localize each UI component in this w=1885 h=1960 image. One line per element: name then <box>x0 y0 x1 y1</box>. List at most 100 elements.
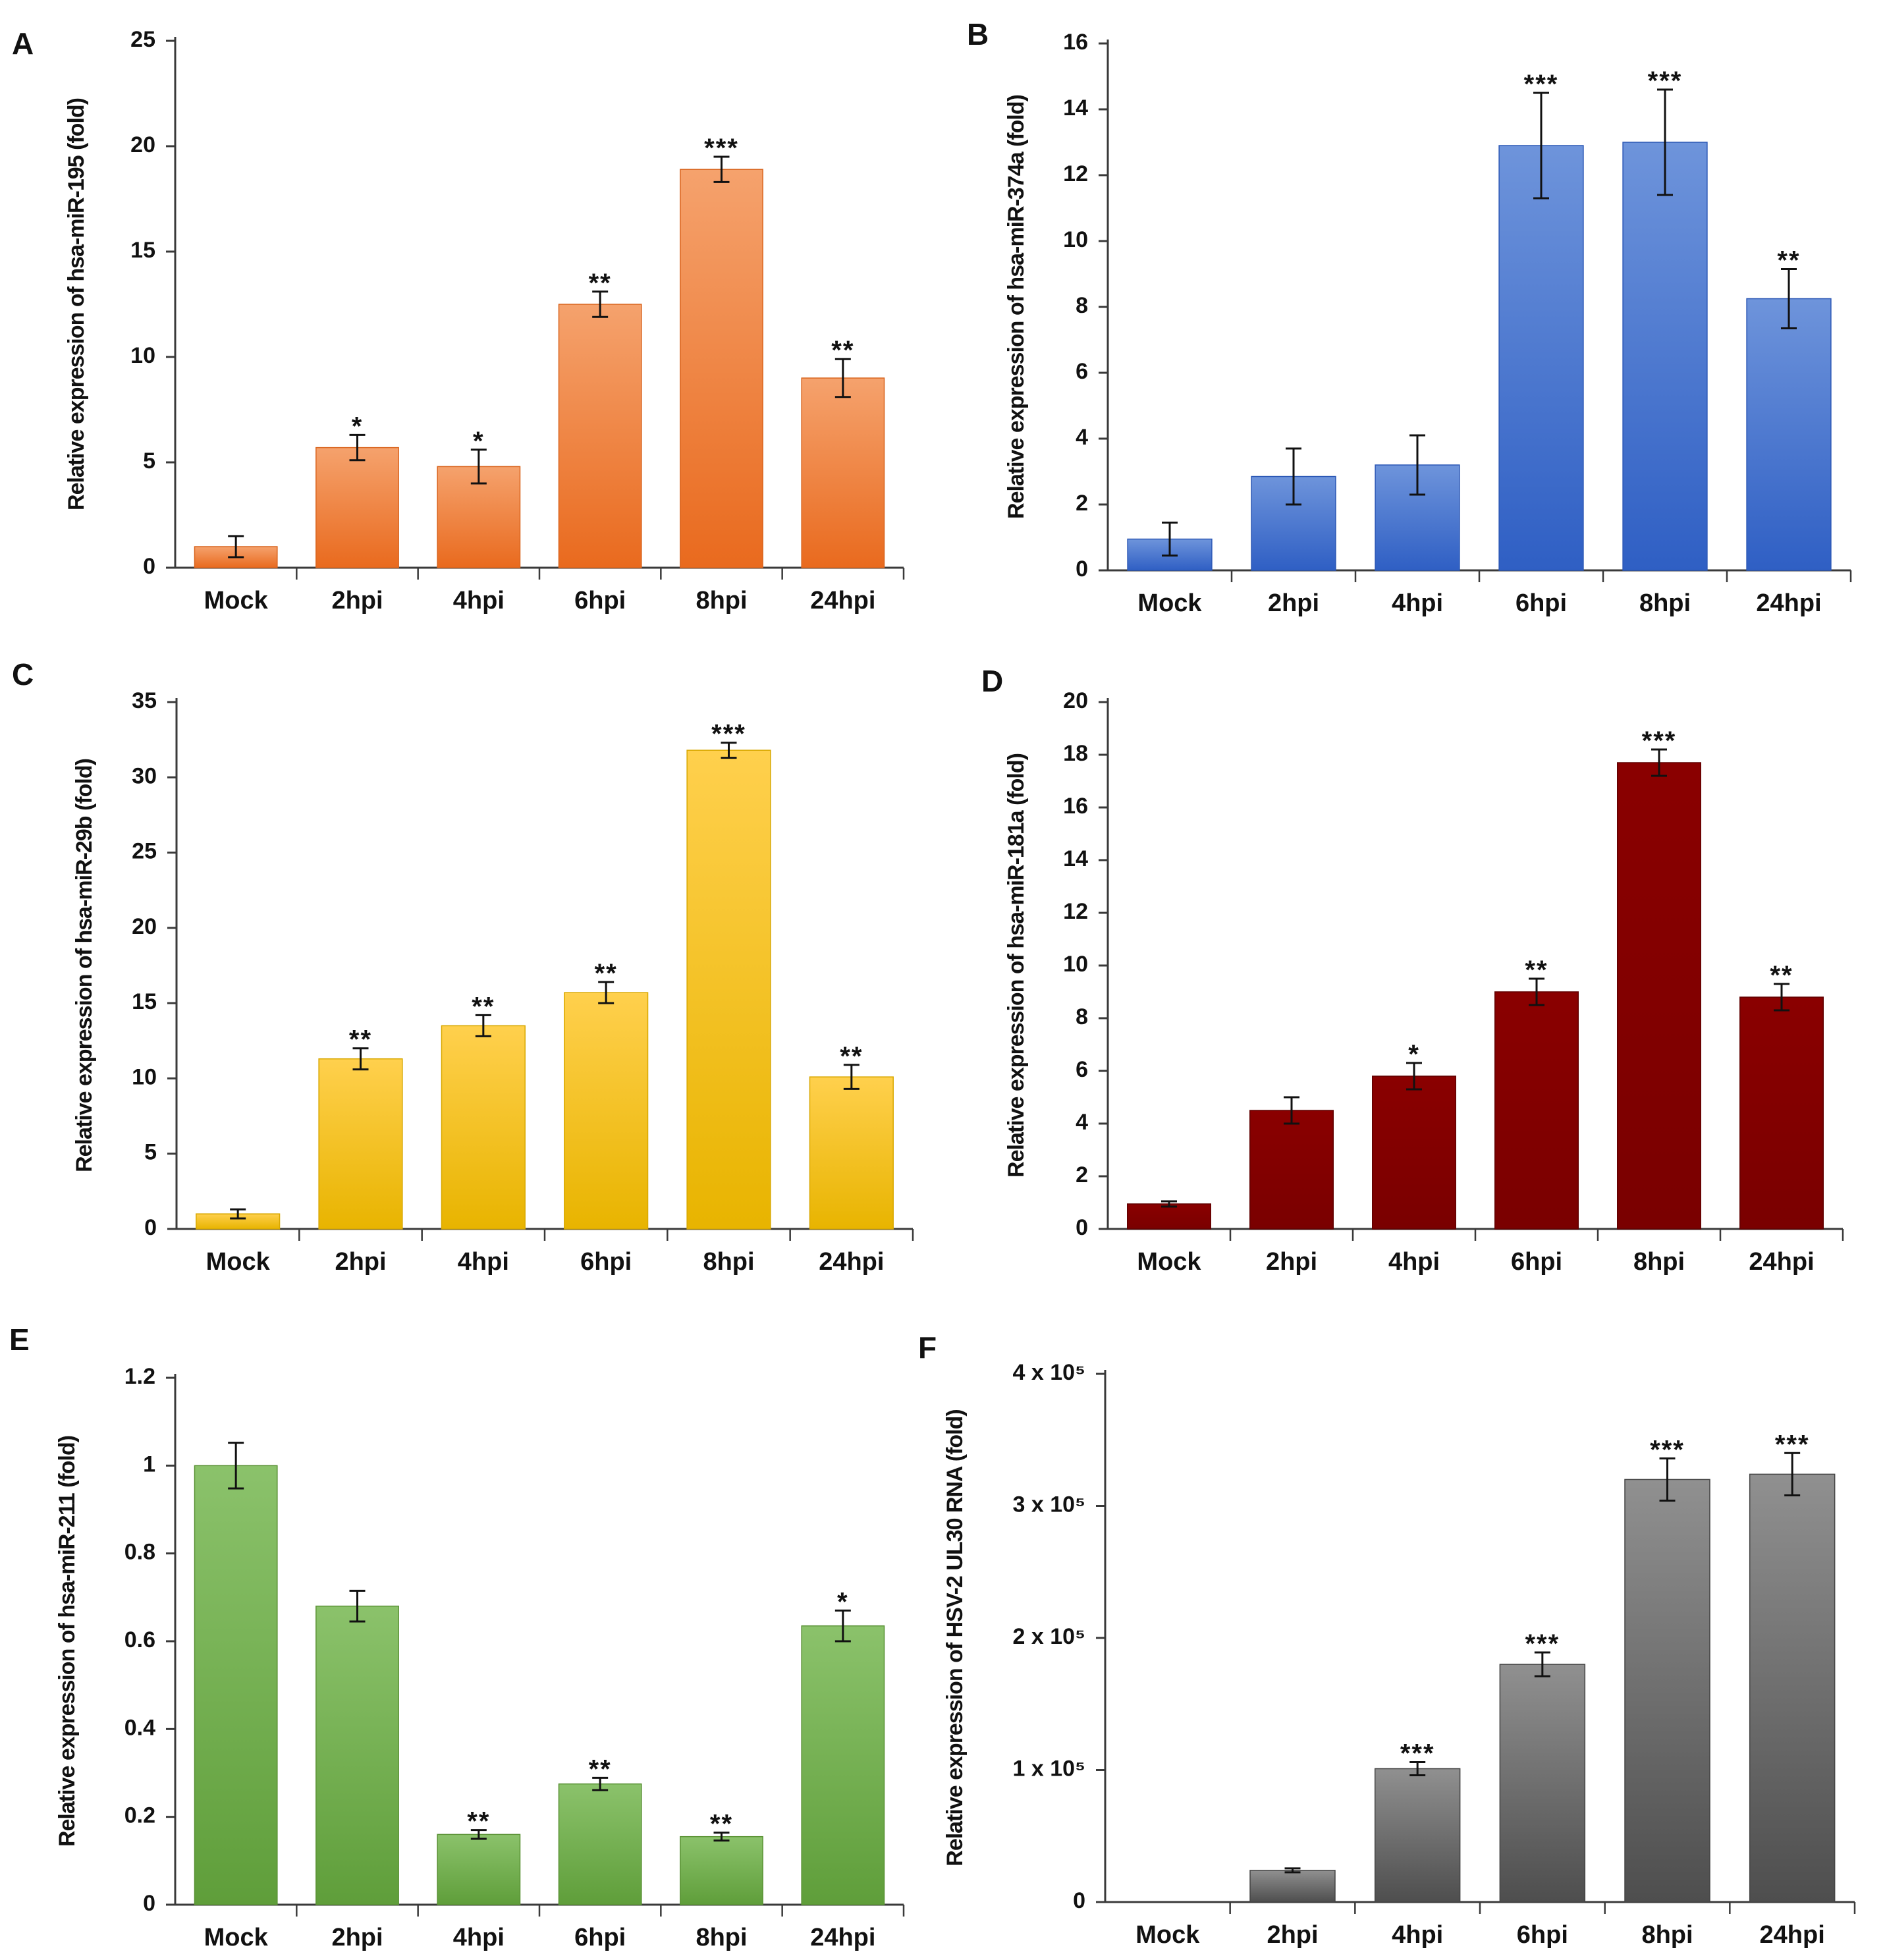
panel-c-significance: *** <box>711 720 746 749</box>
panel-b-error-bar <box>1409 434 1425 496</box>
panel-f-ytick-label: 3 x 10⁵ <box>1013 1492 1086 1517</box>
panel-e-category-label: 2hpi <box>331 1924 383 1951</box>
panel-a-error-bar <box>470 449 487 485</box>
panel-e-category-label: 24hpi <box>810 1924 875 1951</box>
panel-b-ytick-label: 6 <box>1076 359 1088 384</box>
panel-a-bar <box>315 447 399 568</box>
panel-f-category-label: 8hpi <box>1641 1921 1693 1949</box>
panel-f-category-label: Mock <box>1135 1921 1200 1949</box>
panel-a-category-label: 8hpi <box>696 587 747 614</box>
panel-c-category-label: 8hpi <box>703 1248 754 1276</box>
panel-b-ytick-label: 12 <box>1063 161 1088 186</box>
panel-b-bar <box>1498 145 1584 571</box>
panel-b-error-bar <box>1657 88 1673 196</box>
panel-d-error-bar <box>1161 1200 1177 1208</box>
panel-d-ytick-label: 6 <box>1076 1057 1088 1082</box>
panel-a-category-label: 4hpi <box>453 587 505 614</box>
panel-b-significance: *** <box>1524 70 1559 99</box>
panel-d-category-label: 24hpi <box>1749 1248 1814 1276</box>
panel-f-ytick-label: 2 x 10⁵ <box>1013 1624 1086 1649</box>
panel-e-ytick-label: 0.2 <box>124 1803 155 1828</box>
panel-a-ytick-label: 0 <box>143 554 155 579</box>
panel-d-error-bar <box>1651 748 1667 777</box>
panel-a-error-bar <box>349 433 366 462</box>
panel-d: D Relative expression of hsa-miR-181a (fo… <box>981 664 1844 1276</box>
panel-c-ylabel: Relative expression of hsa-miR-29b (fold… <box>72 759 97 1172</box>
panel-d-error-bar <box>1774 983 1789 1012</box>
panel-b-ytick-label: 4 <box>1076 425 1088 450</box>
panel-a-significance: * <box>352 412 364 441</box>
panel-c-error-bar <box>598 981 615 1004</box>
panel-a-category-label: Mock <box>204 587 269 614</box>
panel-c-bar <box>686 749 771 1230</box>
panel-e-bar <box>194 1465 278 1905</box>
panel-e-ylabel: Relative expression of hsa-miR-211 (fold… <box>55 1436 80 1847</box>
panel-f-bar <box>1749 1473 1836 1903</box>
panel-a-significance: * <box>473 427 485 456</box>
panel-a-significance: ** <box>831 336 854 365</box>
panel-f-significance: *** <box>1775 1430 1810 1459</box>
panel-a-ylabel: Relative expression of hsa-miR-195 (fold… <box>64 98 89 510</box>
panel-c-error-bar <box>843 1064 860 1090</box>
panel-a-bar <box>801 377 885 568</box>
panel-e-error-bar <box>228 1442 244 1490</box>
panel-b-error-bar <box>1781 268 1797 329</box>
panel-b-significance: *** <box>1648 67 1683 95</box>
panel-a-ytick-label: 15 <box>130 238 155 263</box>
panel-b-ytick-label: 0 <box>1076 557 1088 582</box>
panel-b-ytick-label: 16 <box>1063 30 1088 55</box>
panel-e-ytick-label: 0.4 <box>124 1715 155 1740</box>
panel-f-error-bar <box>1409 1760 1426 1777</box>
panel-e-bar <box>680 1836 763 1905</box>
panel-d-ytick-label: 18 <box>1063 741 1088 766</box>
panel-c-significance: ** <box>595 959 618 988</box>
panel-c-label: C <box>12 657 34 692</box>
panel-b-ytick-label: 8 <box>1076 293 1088 318</box>
panel-c-category-label: 6hpi <box>580 1248 632 1276</box>
panel-e-bar <box>801 1625 885 1905</box>
panel-d-significance: ** <box>1525 956 1548 985</box>
panel-d-category-label: 4hpi <box>1388 1248 1440 1276</box>
panel-f: F Relative expression of HSV-2 UL30 RNA (… <box>918 1330 1856 1949</box>
panel-c-ytick-label: 30 <box>132 763 157 788</box>
panel-a-category-label: 2hpi <box>331 587 383 614</box>
panel-d-bar <box>1617 762 1701 1230</box>
panel-f-bar <box>1499 1664 1586 1903</box>
panel-a-error-bar <box>592 290 609 318</box>
panel-a-error-bar <box>834 358 851 398</box>
panel-f-significance: *** <box>1525 1629 1560 1658</box>
panel-b-significance: ** <box>1777 246 1800 275</box>
panel-d-ytick-label: 20 <box>1063 688 1088 713</box>
panel-f-error-bar <box>1659 1457 1676 1502</box>
panel-c-ytick-label: 15 <box>132 989 157 1014</box>
panel-f-significance: *** <box>1650 1435 1685 1464</box>
panel-c-ytick-label: 35 <box>132 688 157 713</box>
panel-d-bar <box>1739 996 1824 1230</box>
panel-a-error-bar <box>228 535 244 558</box>
panel-c-ytick-label: 10 <box>132 1064 157 1089</box>
panel-a-bar <box>680 169 763 568</box>
panel-e-ytick-label: 1 <box>143 1452 155 1477</box>
panel-c-category-label: 4hpi <box>458 1248 509 1276</box>
panel-f-category-label: 6hpi <box>1517 1921 1568 1949</box>
panel-f-ytick-label: 1 x 10⁵ <box>1013 1756 1086 1781</box>
panel-e-error-bar <box>470 1829 487 1840</box>
panel-d-category-label: Mock <box>1137 1248 1201 1276</box>
panel-f-ylabel: Relative expression of HSV-2 UL30 RNA (f… <box>942 1409 968 1866</box>
panel-e-significance: ** <box>467 1807 490 1836</box>
panel-b-error-bar <box>1533 92 1549 200</box>
panel-d-ytick-label: 4 <box>1076 1110 1088 1135</box>
panel-e-ytick-label: 0.6 <box>124 1627 155 1652</box>
panel-b-bar <box>1622 142 1708 571</box>
panel-c-error-bar <box>352 1047 369 1071</box>
panel-f-bar <box>1249 1870 1336 1903</box>
panel-b-ytick-label: 2 <box>1076 491 1088 516</box>
panel-b-ytick-label: 14 <box>1063 95 1088 121</box>
panel-c-bar <box>441 1025 526 1230</box>
panel-e-category-label: Mock <box>204 1924 269 1951</box>
panel-b-category-label: 24hpi <box>1756 589 1821 617</box>
panel-f-error-bar <box>1784 1452 1801 1496</box>
panel-e-bar <box>315 1605 399 1905</box>
panel-d-significance: *** <box>1642 726 1677 755</box>
panel-d-ytick-label: 10 <box>1063 952 1088 977</box>
